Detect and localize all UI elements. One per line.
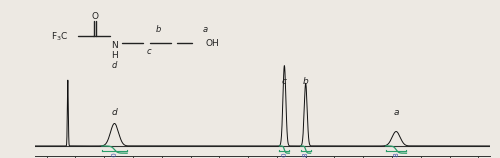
Text: 2.08: 2.08 xyxy=(302,151,308,158)
Text: OH: OH xyxy=(206,39,219,48)
Text: O: O xyxy=(92,12,98,21)
Text: a: a xyxy=(394,108,399,117)
Text: H: H xyxy=(110,51,117,60)
Text: 1.00: 1.00 xyxy=(112,151,117,158)
Text: c: c xyxy=(282,77,287,86)
Text: $\mathsf{F_3C}$: $\mathsf{F_3C}$ xyxy=(52,30,68,43)
Text: 1.08: 1.08 xyxy=(393,151,399,158)
Text: b: b xyxy=(156,25,162,34)
Text: b: b xyxy=(303,77,308,86)
Text: a: a xyxy=(202,25,208,34)
Text: c: c xyxy=(147,47,152,56)
Text: 2.10: 2.10 xyxy=(282,151,288,158)
Text: N: N xyxy=(110,41,117,50)
Text: d: d xyxy=(112,61,117,70)
Text: d: d xyxy=(112,108,117,117)
